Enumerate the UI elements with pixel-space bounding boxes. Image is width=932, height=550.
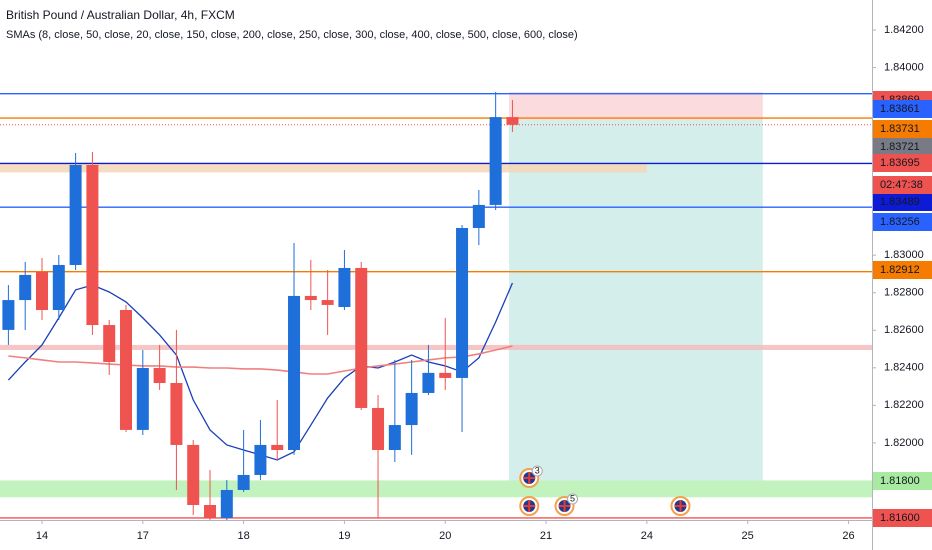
y-tick-label: 1.82000	[884, 437, 924, 449]
price-tag-label: 1.83489	[880, 196, 920, 208]
price-tag	[873, 120, 932, 138]
candle-body	[170, 383, 183, 445]
candle-body	[19, 274, 32, 301]
event-count: 3	[535, 465, 540, 475]
candle-body	[304, 295, 317, 301]
candle-body	[69, 164, 82, 265]
price-tag-label: 1.83721	[880, 141, 920, 153]
price-tag-label: 1.81600	[880, 512, 920, 524]
candle-body	[187, 444, 200, 505]
event-count-badge	[567, 493, 579, 505]
candle-body	[136, 367, 149, 430]
event-count-badge	[531, 465, 543, 477]
indicator-legend: SMAs (8, close, 50, close, 20, close, 15…	[6, 29, 578, 41]
price-tag-label: 1.83256	[880, 216, 920, 228]
candle-body	[271, 444, 284, 451]
x-tick-label: 24	[641, 530, 653, 542]
x-tick-label: 14	[36, 530, 48, 542]
event-flag-cross	[523, 472, 536, 484]
y-tick-label: 1.82200	[884, 399, 924, 411]
chart-title: British Pound / Australian Dollar, 4h, F…	[6, 8, 235, 22]
event-flag-cross	[674, 500, 687, 512]
event-flag-cross	[558, 500, 571, 512]
x-tick-label: 26	[842, 530, 854, 542]
x-tick-label: 25	[742, 530, 754, 542]
candle-body	[2, 300, 15, 330]
y-tick-label: 1.84200	[884, 24, 924, 36]
price-tag	[873, 100, 932, 118]
candle-body	[288, 295, 301, 451]
zone	[0, 344, 872, 350]
price-tag	[873, 261, 932, 279]
countdown-tag	[873, 176, 932, 194]
candle-body	[506, 117, 519, 125]
y-tick-label: 1.83000	[884, 249, 924, 261]
candle-body	[36, 271, 49, 311]
candle-body	[220, 489, 233, 518]
price-tag-label: 1.83695	[880, 157, 920, 169]
price-tag-label: 1.83731	[880, 123, 920, 135]
price-tag-label: 1.81800	[880, 475, 920, 487]
zone	[509, 119, 763, 481]
candle-body	[439, 372, 452, 378]
event-flag-cross	[523, 500, 536, 512]
y-tick-label: 1.82800	[884, 287, 924, 299]
candle-body	[388, 425, 401, 451]
candle-body	[355, 267, 368, 408]
zone	[0, 163, 647, 173]
candle-body	[204, 504, 217, 518]
x-tick-label: 19	[338, 530, 350, 542]
zone	[0, 480, 872, 498]
candle-body	[153, 367, 166, 384]
candle-body	[86, 164, 99, 326]
countdown-label: 02:47:38	[880, 179, 923, 191]
candle-body	[103, 325, 116, 362]
x-tick-label: 21	[540, 530, 552, 542]
price-tag	[873, 509, 932, 527]
candle-body	[321, 300, 334, 305]
x-tick-label: 18	[237, 530, 249, 542]
plot	[0, 91, 872, 520]
zone	[509, 92, 763, 120]
price-tag	[873, 138, 932, 156]
x-tick-label: 20	[439, 530, 451, 542]
price-tag	[873, 154, 932, 172]
x-tick-label: 17	[137, 530, 149, 542]
candle-body	[489, 117, 502, 205]
candle-body	[254, 444, 267, 475]
y-tick-label: 1.82400	[884, 362, 924, 374]
price-tag	[873, 472, 932, 490]
candle-body	[405, 392, 418, 426]
candle-body	[52, 264, 65, 311]
event-count: 5	[570, 493, 575, 503]
candle-body	[456, 228, 469, 378]
candle-body	[422, 372, 435, 393]
price-tag	[873, 193, 932, 211]
y-tick-label: 1.84000	[884, 61, 924, 73]
y-tick-label: 1.82600	[884, 324, 924, 336]
price-tag	[873, 213, 932, 231]
candle-body	[372, 407, 385, 451]
price-tag-label: 1.82912	[880, 264, 920, 276]
candle-body	[120, 310, 133, 430]
price-tag-label: 1.83861	[880, 103, 920, 115]
candle-body	[237, 474, 250, 490]
candle-body	[472, 204, 485, 229]
candle-body	[338, 267, 351, 308]
